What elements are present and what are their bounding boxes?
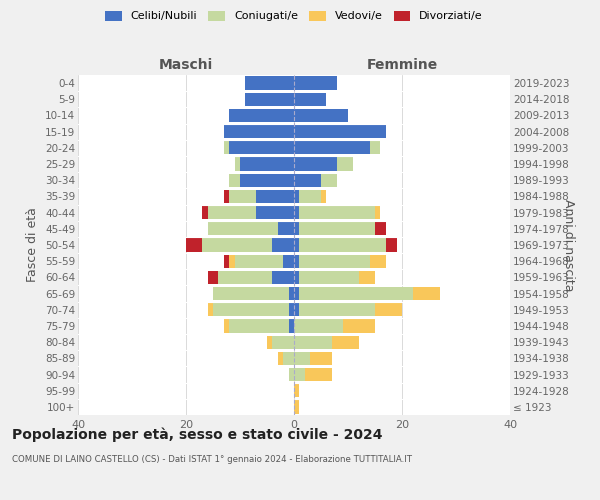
Bar xyxy=(224,254,229,268)
Bar xyxy=(208,270,218,284)
Bar xyxy=(321,174,337,187)
Bar xyxy=(294,238,299,252)
Bar xyxy=(272,270,294,284)
Text: Popolazione per età, sesso e stato civile - 2024: Popolazione per età, sesso e stato civil… xyxy=(12,428,383,442)
Bar xyxy=(375,222,386,235)
Bar xyxy=(294,352,310,365)
Bar xyxy=(299,287,413,300)
Bar xyxy=(283,352,294,365)
Bar xyxy=(337,158,353,170)
Bar xyxy=(370,141,380,154)
Bar xyxy=(267,336,272,349)
Bar xyxy=(235,254,283,268)
Bar xyxy=(299,190,321,203)
Bar xyxy=(229,190,256,203)
Y-axis label: Fasce di età: Fasce di età xyxy=(26,208,40,282)
Bar xyxy=(332,336,359,349)
Bar xyxy=(240,174,294,187)
Bar xyxy=(294,174,321,187)
Text: COMUNE DI LAINO CASTELLO (CS) - Dati ISTAT 1° gennaio 2024 - Elaborazione TUTTIT: COMUNE DI LAINO CASTELLO (CS) - Dati IST… xyxy=(12,455,412,464)
Bar xyxy=(294,320,343,332)
Bar xyxy=(289,287,294,300)
Bar xyxy=(294,206,299,220)
Bar xyxy=(294,368,305,381)
Legend: Celibi/Nubili, Coniugati/e, Vedovi/e, Divorziati/e: Celibi/Nubili, Coniugati/e, Vedovi/e, Di… xyxy=(105,10,483,22)
Bar xyxy=(294,222,299,235)
Bar xyxy=(278,352,283,365)
Bar xyxy=(386,238,397,252)
Bar xyxy=(240,158,294,170)
Bar xyxy=(299,303,375,316)
Bar xyxy=(213,287,289,300)
Bar xyxy=(294,270,299,284)
Bar xyxy=(224,320,229,332)
Bar xyxy=(299,270,359,284)
Bar xyxy=(272,336,294,349)
Bar xyxy=(224,125,294,138)
Bar xyxy=(235,158,240,170)
Bar xyxy=(375,303,402,316)
Bar xyxy=(299,254,370,268)
Bar xyxy=(289,303,294,316)
Bar xyxy=(229,141,294,154)
Bar xyxy=(359,270,375,284)
Text: Maschi: Maschi xyxy=(159,58,213,72)
Bar xyxy=(294,384,299,398)
Bar xyxy=(294,254,299,268)
Bar xyxy=(289,368,294,381)
Bar xyxy=(305,368,332,381)
Bar xyxy=(208,303,213,316)
Text: Femmine: Femmine xyxy=(367,58,437,72)
Bar xyxy=(294,400,299,413)
Bar xyxy=(256,206,294,220)
Bar xyxy=(186,238,202,252)
Bar xyxy=(294,125,386,138)
Bar xyxy=(278,222,294,235)
Bar xyxy=(218,270,272,284)
Bar xyxy=(202,206,208,220)
Bar xyxy=(294,76,337,90)
Bar xyxy=(283,254,294,268)
Bar xyxy=(202,238,272,252)
Bar xyxy=(321,190,326,203)
Bar xyxy=(208,222,278,235)
Bar xyxy=(294,92,326,106)
Bar xyxy=(208,206,256,220)
Bar xyxy=(413,287,440,300)
Bar xyxy=(245,76,294,90)
Bar xyxy=(213,303,289,316)
Bar xyxy=(310,352,332,365)
Bar xyxy=(256,190,294,203)
Bar xyxy=(229,174,240,187)
Bar xyxy=(370,254,386,268)
Bar xyxy=(224,190,229,203)
Bar xyxy=(224,141,229,154)
Bar xyxy=(229,109,294,122)
Bar xyxy=(229,320,289,332)
Bar xyxy=(294,190,299,203)
Bar xyxy=(299,238,386,252)
Bar xyxy=(294,141,370,154)
Bar xyxy=(272,238,294,252)
Bar xyxy=(375,206,380,220)
Bar xyxy=(294,303,299,316)
Bar xyxy=(294,109,348,122)
Bar xyxy=(229,254,235,268)
Bar xyxy=(245,92,294,106)
Bar xyxy=(289,320,294,332)
Y-axis label: Anni di nascita: Anni di nascita xyxy=(562,198,575,291)
Bar xyxy=(294,287,299,300)
Bar xyxy=(299,206,375,220)
Bar xyxy=(299,222,375,235)
Bar xyxy=(343,320,375,332)
Bar xyxy=(294,158,337,170)
Bar xyxy=(294,336,332,349)
